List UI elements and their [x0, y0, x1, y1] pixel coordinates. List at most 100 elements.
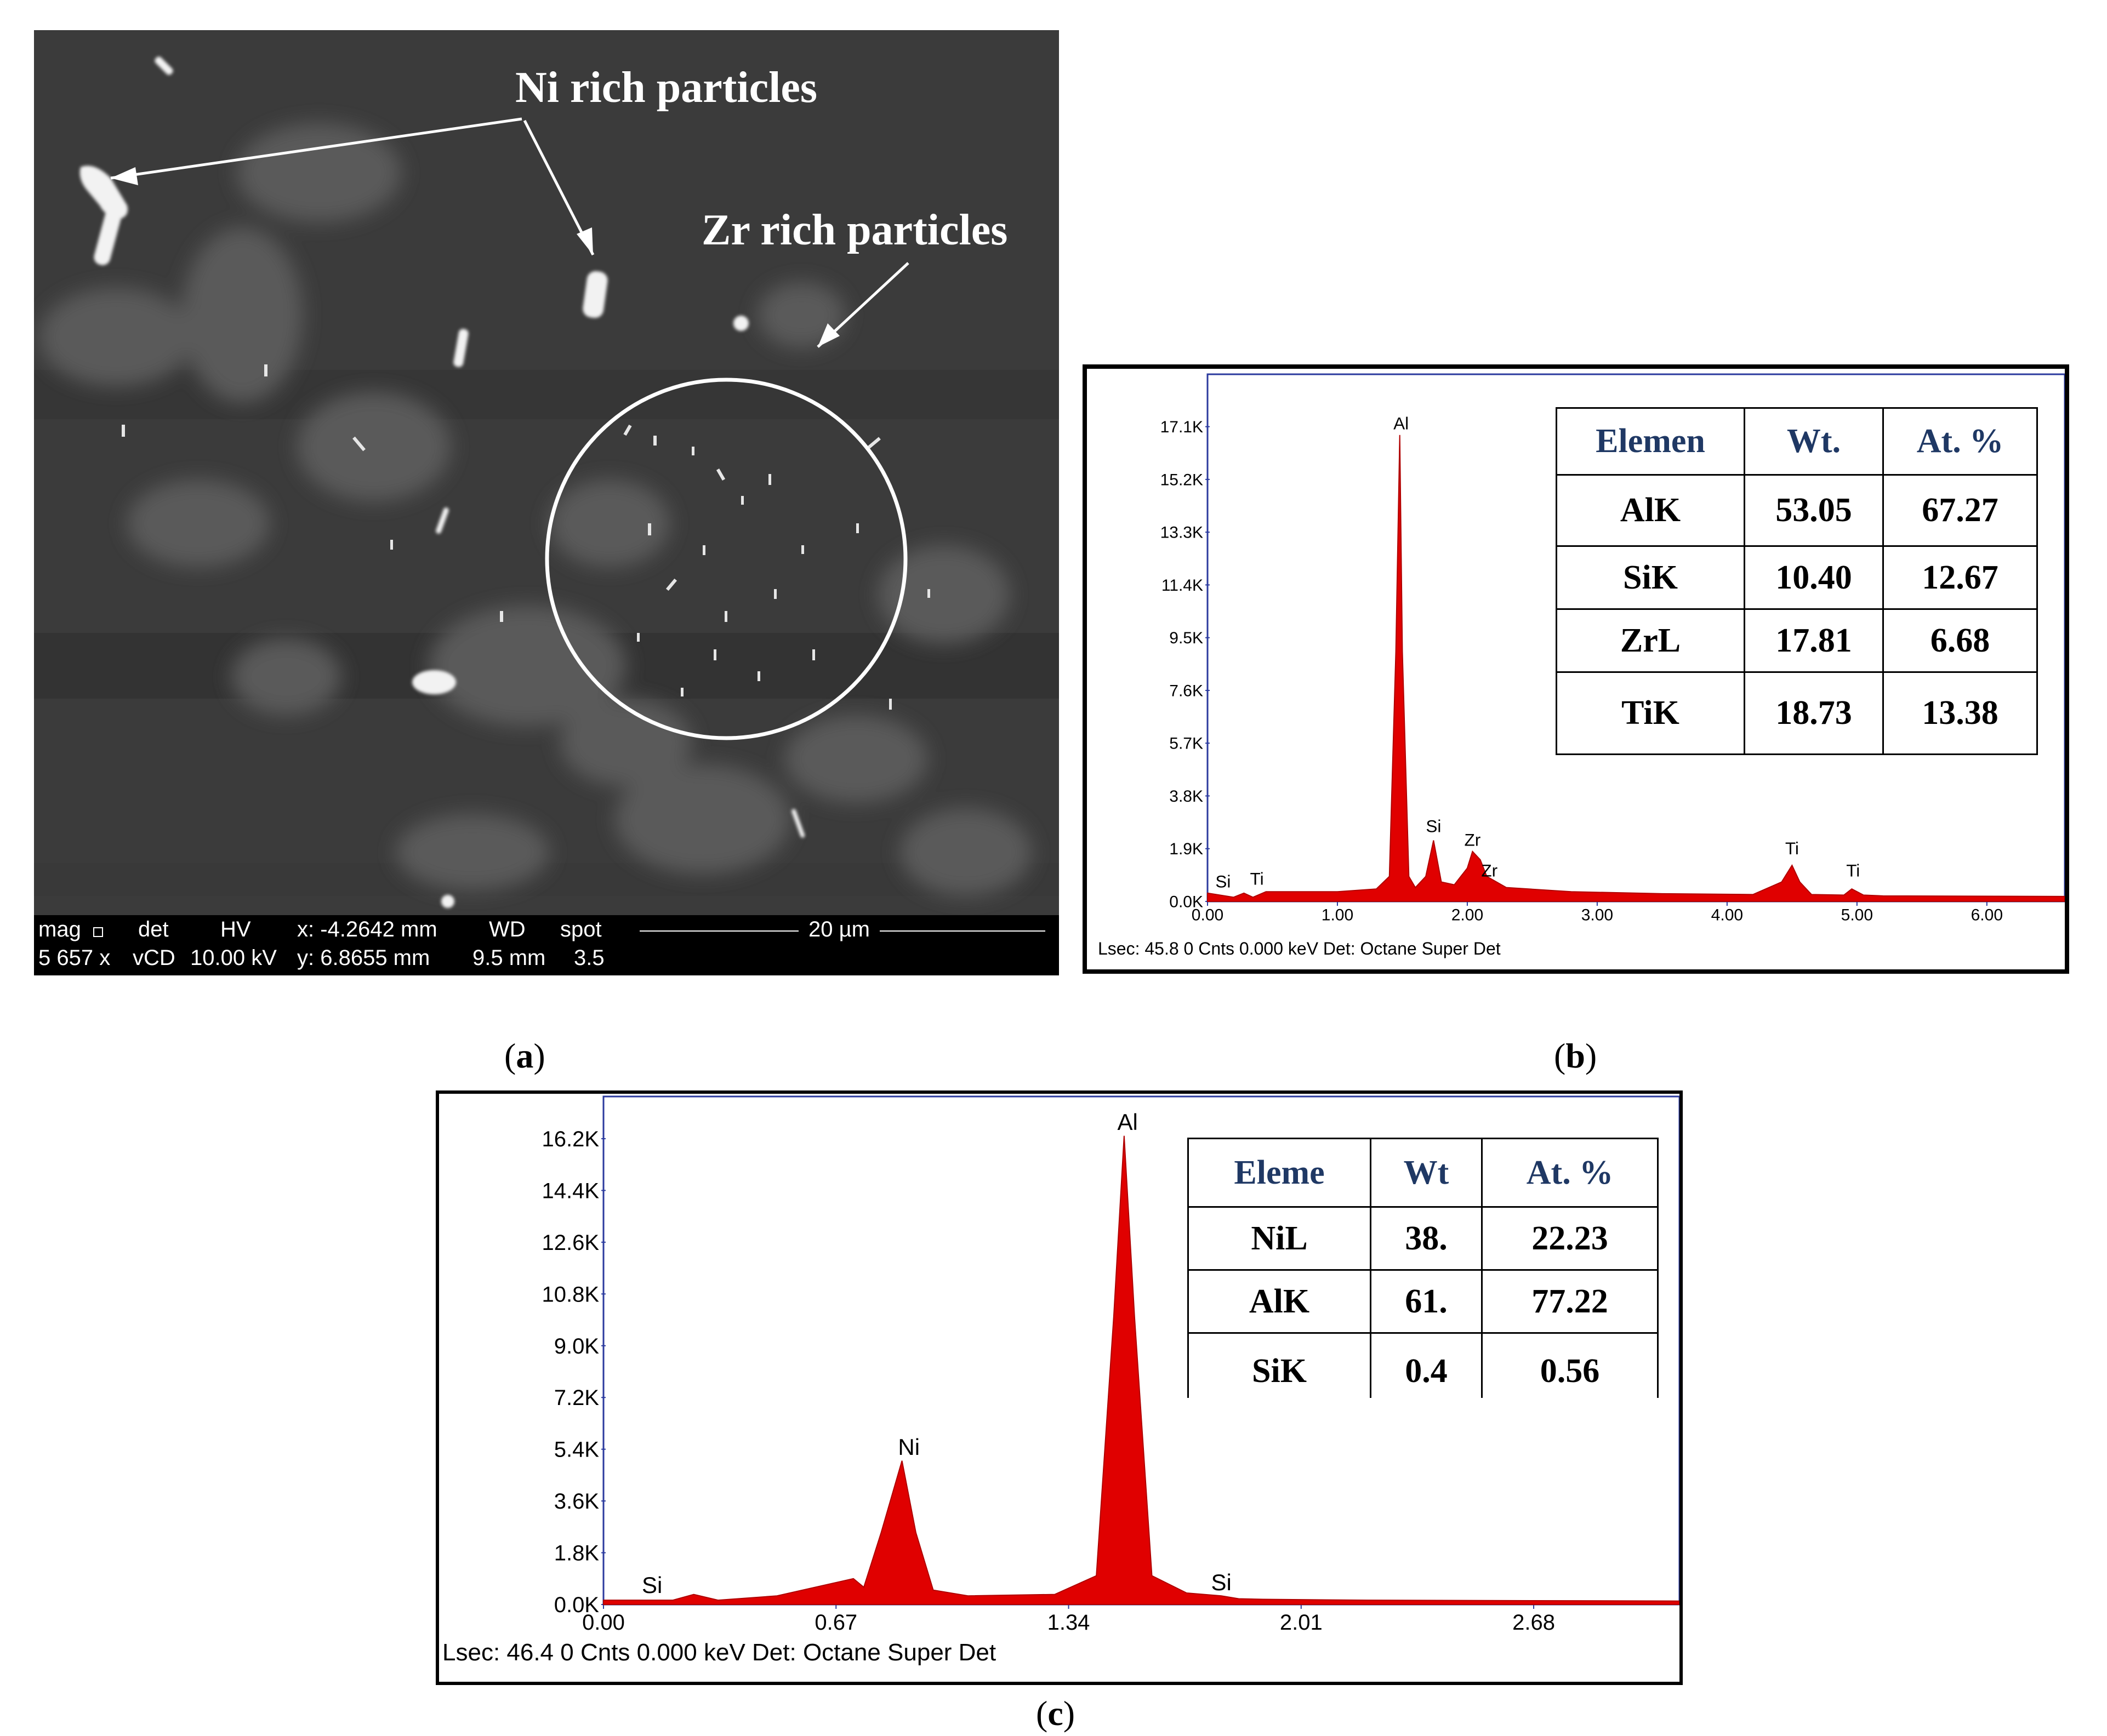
eds-table-b: Elemen Wt. At. % AlK 53.05 67.27 SiK 10.…: [1556, 407, 2038, 755]
peak-label-si: Si: [1211, 1569, 1231, 1595]
cell-b-0-0: AlK: [1556, 474, 1745, 547]
x-tick-label-c: 1.34: [1047, 1611, 1090, 1635]
y-tick-label-c: 14.4K: [542, 1179, 599, 1203]
cell-b-2-0: ZrL: [1556, 608, 1745, 673]
y-tick-label-b: 15.2K: [1160, 471, 1203, 489]
caption-a: (a): [504, 1036, 545, 1075]
peak-label-zr: Zr: [1465, 830, 1481, 850]
panel-c-frame: 0.0K 1.8K 3.6K 5.4K 7.2K 9.0K 10.8K 12.6K 14.4K 1…: [436, 1090, 1683, 1685]
x-tick-label-b: 6.00: [1971, 906, 2003, 924]
sem-image: [34, 30, 1059, 975]
y-tick-label-c: 10.8K: [542, 1282, 599, 1306]
cell-c-1-0: AlK: [1187, 1269, 1371, 1334]
cell-c-2-2: 0.56: [1481, 1332, 1659, 1398]
spectrum-area-c: [603, 1135, 1679, 1605]
x-tick-label-c: 0.00: [582, 1611, 625, 1635]
cell-c-2-0: SiK: [1187, 1332, 1371, 1398]
peak-label-zr: Zr: [1481, 860, 1497, 880]
spectrum-area-b: [1207, 435, 2065, 902]
peak-label-ni: Ni: [898, 1434, 920, 1460]
y-tick-label-b: 17.1K: [1160, 418, 1203, 436]
y-tick-label-b: 11.4K: [1161, 576, 1203, 595]
y-tick-label-c: 7.2K: [554, 1386, 600, 1410]
th-c-at: At. %: [1481, 1138, 1659, 1208]
info-mag-value: 5 657 x: [38, 946, 111, 970]
y-tick-label-b: 0.0K: [1169, 893, 1203, 911]
x-tick-label-c: 0.67: [815, 1611, 857, 1635]
th-c-wt: Wt: [1370, 1138, 1483, 1208]
peak-label-al: Al: [1117, 1109, 1137, 1135]
x-tick-label-b: 0.00: [1192, 906, 1223, 924]
cell-b-3-1: 18.73: [1744, 671, 1884, 755]
info-x-label: x: -4.2642 mm: [297, 917, 437, 941]
info-y-value: y: 6.8655 mm: [297, 946, 430, 970]
th-b-element: Elemen: [1556, 407, 1745, 476]
sem-info-bar: mag det HV x: -4.2642 mm WD spot 5 657 x…: [34, 915, 1059, 975]
peak-label-si: Si: [1426, 816, 1441, 836]
th-b-wt: Wt.: [1744, 407, 1884, 476]
cell-b-3-2: 13.38: [1882, 671, 2038, 755]
info-hv-value: 10.00 kV: [190, 946, 277, 970]
x-tick-label-b: 3.00: [1581, 906, 1613, 924]
y-tick-label-c: 3.6K: [554, 1489, 600, 1514]
ni-rich-label: Ni rich particles: [515, 64, 817, 112]
cell-c-0-0: NiL: [1187, 1206, 1371, 1271]
y-tick-label-b: 1.9K: [1169, 840, 1203, 858]
x-tick-label-b: 4.00: [1711, 906, 1743, 924]
cell-b-1-0: SiK: [1556, 545, 1745, 610]
peak-label-si: Si: [1215, 872, 1231, 892]
y-tick-label-c: 12.6K: [542, 1231, 599, 1255]
zr-rich-label: Zr rich particles: [702, 206, 1008, 254]
cell-b-2-1: 17.81: [1744, 608, 1884, 673]
x-tick-label-c: 2.01: [1280, 1611, 1323, 1635]
y-tick-label-b: 7.6K: [1169, 682, 1203, 700]
info-det-value: vCD: [133, 946, 175, 970]
cell-c-2-1: 0.4: [1370, 1332, 1483, 1398]
eds-chart-b: 0.0K 1.9K 3.8K 5.7K 7.6K 9.5K 11.4K 13.3K 15.2K 1…: [1160, 373, 2065, 924]
footer-b: Lsec: 45.8 0 Cnts 0.000 keV Det: Octane …: [1098, 939, 1501, 958]
y-tick-label-c: 0.0K: [554, 1593, 600, 1617]
th-b-at: At. %: [1882, 407, 2038, 476]
peak-label-si: Si: [642, 1572, 662, 1598]
info-wd-label: WD: [489, 917, 526, 941]
zr-region-circle: [545, 378, 908, 740]
info-spot-value: 3.5: [574, 946, 605, 970]
footer-c: Lsec: 46.4 0 Cnts 0.000 keV Det: Octane …: [442, 1639, 996, 1666]
info-det-label: det: [138, 917, 169, 941]
cell-b-3-0: TiK: [1556, 671, 1745, 755]
th-c-element: Eleme: [1187, 1138, 1371, 1208]
info-wd-value: 9.5 mm: [472, 946, 546, 970]
cell-c-1-1: 61.: [1370, 1269, 1483, 1334]
peak-label-ti: Ti: [1785, 838, 1799, 858]
y-tick-label-c: 16.2K: [542, 1127, 599, 1151]
cell-c-0-2: 22.23: [1481, 1206, 1659, 1271]
panel-b-frame: 0.0K 1.9K 3.8K 5.7K 7.6K 9.5K 11.4K 13.3K 15.2K 1…: [1083, 364, 2069, 974]
peak-label-ti: Ti: [1250, 869, 1264, 889]
peak-label-ti: Ti: [1846, 860, 1860, 880]
cell-b-1-1: 10.40: [1744, 545, 1884, 610]
cell-c-0-1: 38.: [1370, 1206, 1483, 1271]
eds-chart-c: 0.0K 1.8K 3.6K 5.4K 7.2K 9.0K 10.8K 12.6K 14.4K 1…: [542, 1095, 1679, 1635]
y-tick-label-b: 9.5K: [1169, 629, 1203, 647]
info-spot-label: spot: [560, 917, 602, 941]
x-tick-label-b: 1.00: [1322, 906, 1353, 924]
y-tick-label-b: 5.7K: [1169, 735, 1203, 753]
x-tick-label-b: 2.00: [1451, 906, 1483, 924]
eds-table-c: Eleme Wt At. % NiL 38. 22.23 AlK 61. 77.…: [1187, 1138, 1659, 1398]
y-tick-label-c: 5.4K: [554, 1438, 600, 1462]
cell-b-2-2: 6.68: [1882, 608, 2038, 673]
x-tick-label-c: 2.68: [1512, 1611, 1555, 1635]
y-tick-label-c: 1.8K: [554, 1541, 600, 1566]
x-tick-label-b: 5.00: [1841, 906, 1873, 924]
info-box-icon: [93, 927, 103, 937]
y-tick-label-b: 3.8K: [1169, 787, 1203, 806]
y-tick-label-b: 13.3K: [1160, 524, 1203, 542]
cell-b-1-2: 12.67: [1882, 545, 2038, 610]
info-hv-label: HV: [220, 917, 251, 941]
scale-bar-label: 20 µm: [799, 917, 880, 942]
cell-b-0-1: 53.05: [1744, 474, 1884, 547]
caption-c: (c): [1036, 1694, 1075, 1733]
cell-c-1-2: 77.22: [1481, 1269, 1659, 1334]
sem-micrograph: [34, 30, 1059, 975]
cell-b-0-2: 67.27: [1882, 474, 2038, 547]
